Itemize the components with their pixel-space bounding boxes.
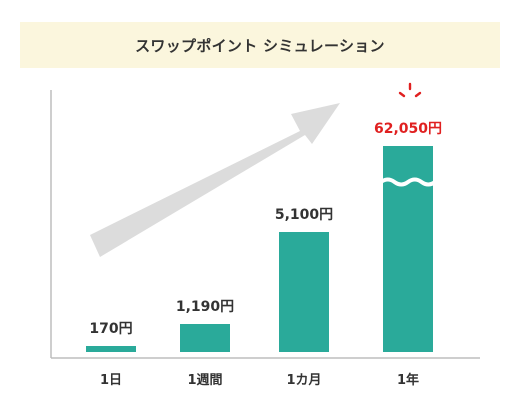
bars-layer [86, 146, 437, 352]
value-label-1: 170円 [89, 321, 132, 337]
x-tick-label-2: 1週間 [187, 373, 222, 388]
bar-3 [279, 232, 329, 352]
sparkle-icon [398, 82, 422, 98]
labels-layer: 170円 1日 1,190円 1週間 5,100円 1カ月 62,050円 1年 [89, 121, 442, 388]
bar-4 [383, 146, 433, 352]
title-band: スワップポイント シミュレーション [20, 22, 500, 68]
chart-title: スワップポイント シミュレーション [135, 36, 385, 55]
value-label-2: 1,190円 [176, 299, 234, 315]
x-tick-label-4: 1年 [397, 372, 419, 388]
x-tick-label-1: 1日 [100, 373, 122, 388]
x-tick-label-3: 1カ月 [286, 373, 321, 388]
axis-break-mark [379, 177, 437, 187]
trend-arrow [90, 103, 340, 257]
bar-2 [180, 324, 230, 352]
value-label-4: 62,050円 [374, 121, 442, 137]
bar-1 [86, 346, 136, 352]
trend-arrow-shape [90, 103, 340, 257]
value-label-3: 5,100円 [275, 207, 333, 223]
